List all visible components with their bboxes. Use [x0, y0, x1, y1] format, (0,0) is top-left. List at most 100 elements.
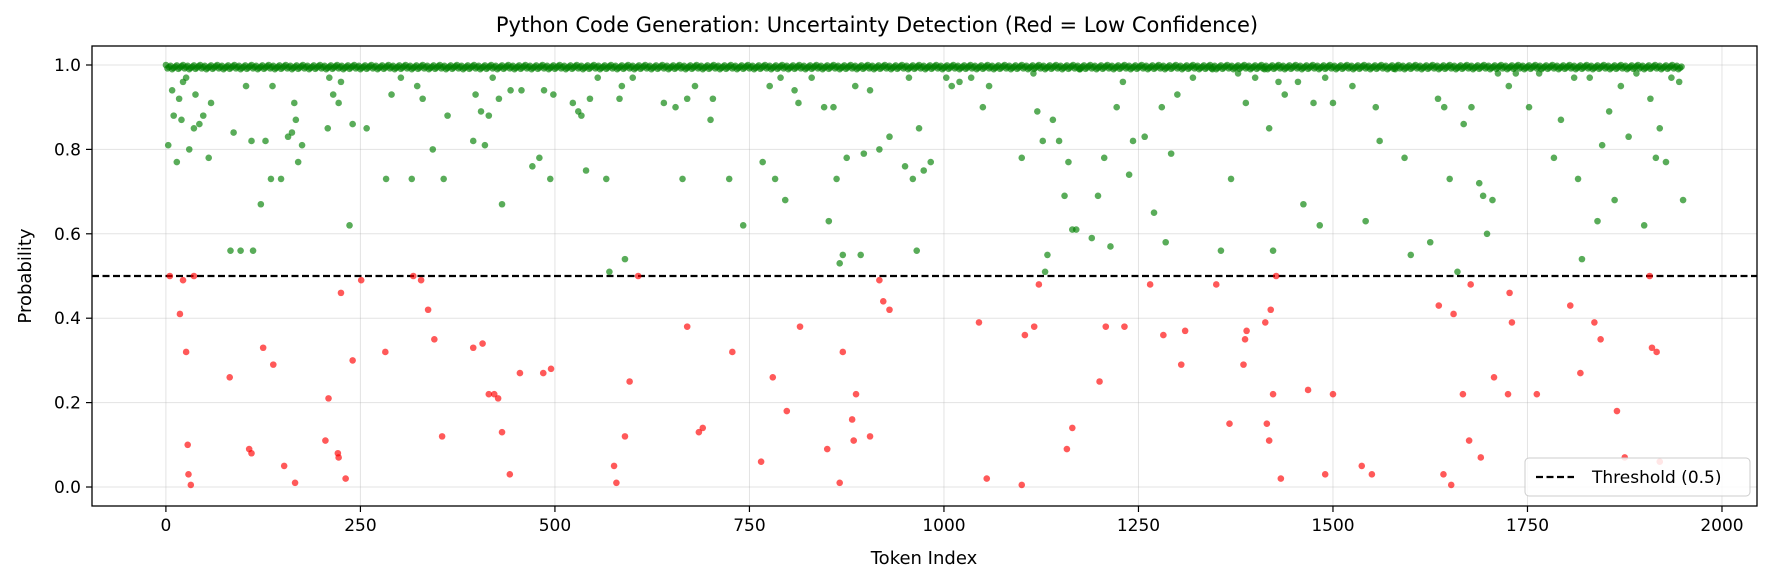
data-point-high — [1242, 99, 1250, 107]
data-point-high — [489, 74, 496, 81]
data-point-high — [164, 141, 172, 149]
data-point-low — [166, 272, 174, 280]
data-point-low — [1646, 272, 1653, 280]
data-point-low — [975, 319, 983, 326]
data-point-high — [1041, 268, 1049, 276]
data-point-high — [1125, 171, 1133, 179]
data-point-high — [294, 158, 302, 166]
data-point-high — [277, 175, 285, 183]
data-point-low — [342, 475, 349, 482]
data-point-high — [1174, 91, 1181, 98]
data-point-high — [836, 260, 843, 267]
data-point-high — [190, 124, 198, 132]
data-point-low — [1035, 281, 1043, 288]
data-point-low — [1241, 336, 1249, 343]
data-point-low — [291, 479, 299, 487]
data-point-high — [1349, 82, 1356, 90]
data-point-low — [1269, 390, 1277, 398]
data-point-high — [1617, 82, 1625, 90]
data-point-low — [852, 390, 860, 398]
data-point-low — [498, 428, 506, 436]
data-point-low — [382, 348, 389, 356]
data-point-high — [1468, 103, 1475, 111]
data-point-low — [695, 428, 703, 436]
data-point-low — [1261, 319, 1269, 326]
data-point-high — [518, 87, 525, 94]
data-point-high — [777, 74, 784, 81]
data-point-high — [540, 87, 548, 94]
data-point-low — [1226, 420, 1233, 428]
data-point-high — [1300, 200, 1307, 208]
data-point-high — [1605, 108, 1613, 115]
data-point-high — [346, 222, 353, 229]
data-point-high — [1512, 70, 1520, 77]
data-point-high — [1668, 74, 1675, 81]
data-point-high — [440, 175, 447, 183]
data-point-high — [1446, 175, 1453, 183]
data-point-high — [207, 99, 215, 107]
data-point-high — [408, 175, 416, 183]
data-point-high — [833, 175, 840, 183]
data-point-low — [1021, 331, 1029, 339]
data-point-low — [185, 471, 192, 478]
data-point-high — [1434, 95, 1442, 103]
data-point-high — [298, 141, 306, 149]
data-point-high — [857, 251, 865, 259]
data-point-high — [507, 87, 514, 94]
data-point-high — [262, 137, 269, 145]
data-point-high — [292, 116, 300, 124]
data-point-high — [1316, 222, 1324, 229]
data-point-high — [843, 154, 850, 162]
x-tick-label: 1500 — [1311, 516, 1354, 536]
data-point-high — [536, 154, 543, 162]
data-point-low — [349, 357, 356, 364]
data-point-low — [610, 462, 618, 470]
data-point-high — [594, 74, 602, 81]
data-point-high — [1494, 70, 1502, 77]
data-point-high — [1217, 247, 1225, 254]
data-point-low — [1577, 369, 1584, 377]
data-point-low — [1440, 471, 1447, 478]
grid — [92, 46, 1757, 506]
data-point-high — [1113, 103, 1120, 111]
data-point-high — [1586, 74, 1594, 81]
data-point-high — [1391, 65, 1399, 73]
data-point-low — [431, 336, 438, 343]
data-point-high — [1119, 78, 1127, 86]
y-tick-label: 0.0 — [54, 478, 81, 498]
data-point-high — [388, 91, 395, 98]
data-point-low — [259, 344, 267, 352]
data-point-low — [866, 433, 874, 440]
data-point-low — [769, 373, 777, 381]
data-point-high — [1049, 116, 1057, 124]
data-point-high — [1129, 137, 1137, 145]
data-point-high — [586, 95, 594, 103]
data-point-low — [1566, 302, 1574, 309]
data-point-high — [967, 74, 975, 81]
data-point-low — [1435, 302, 1443, 309]
data-point-high — [196, 120, 203, 128]
x-tick-label: 1000 — [922, 516, 965, 536]
data-point-high — [1162, 238, 1169, 246]
data-point-high — [909, 175, 917, 183]
data-point-high — [979, 103, 987, 111]
data-point-low — [1533, 390, 1541, 398]
data-point-high — [1454, 268, 1461, 276]
data-point-low — [322, 437, 329, 444]
y-tick-label: 0.2 — [54, 394, 81, 414]
data-point-low — [1267, 306, 1275, 314]
data-point-low — [613, 479, 620, 487]
data-point-high — [1234, 70, 1242, 77]
data-point-low — [1121, 323, 1128, 330]
data-point-low — [634, 272, 642, 280]
legend: Threshold (0.5) — [1524, 457, 1751, 497]
data-point-high — [1489, 196, 1496, 204]
data-point-high — [1265, 124, 1273, 132]
data-point-high — [168, 87, 176, 94]
data-point-high — [948, 82, 956, 90]
data-point-high — [618, 82, 626, 90]
data-point-high — [269, 82, 276, 90]
data-point-low — [410, 272, 417, 280]
data-point-high — [1570, 74, 1578, 81]
